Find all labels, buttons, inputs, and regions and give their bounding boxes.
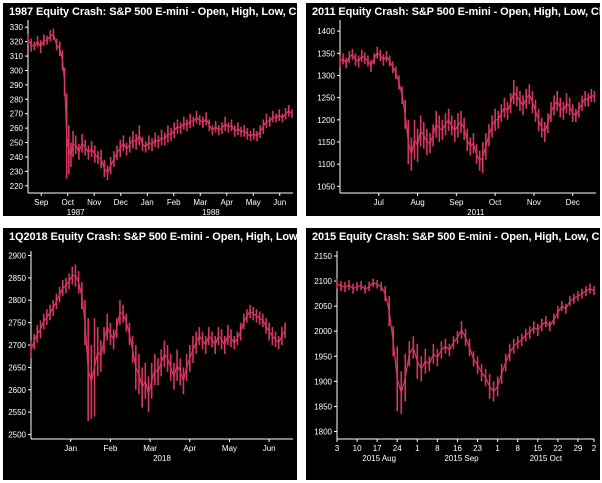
y-tick-label: 1400 [317,27,335,36]
x-tick-label: 2 [592,444,597,453]
y-tick-label: 2100 [314,277,332,286]
y-tick-label: 1150 [318,138,336,147]
y-tick-label: 2900 [8,251,26,260]
x-tick-label: 1 [415,444,420,453]
y-tick-label: 1350 [317,49,335,58]
y-tick-label: 1850 [314,402,332,411]
x-tick-label: Dec [566,198,580,207]
x-sub-label: 2018 [153,454,171,463]
y-tick-label: 240 [10,153,24,162]
y-tick-label: 1800 [314,427,332,436]
x-sub-label: 2015 Aug [362,454,396,463]
y-tick-label: 2750 [8,319,26,328]
y-tick-label: 1100 [318,160,336,169]
y-tick-label: 320 [10,38,24,47]
x-tick-label: Mar [143,444,157,453]
x-tick-label: Jun [273,198,286,207]
y-tick-label: 2550 [8,408,26,417]
chart-svg-2011: 1050 1100 1150 1200 1250 1300 1350 1400 Jul Aug Se… [317,20,596,216]
y-tick-label: 2600 [8,386,26,395]
chart-panel-1987: 1987 Equity Crash: S&P 500 E-mini - Open… [3,3,297,216]
x-tick-label: Nov [527,198,541,207]
chart-panel-2011: 2011 Equity Crash: S&P 500 E-mini - Open… [306,3,600,216]
y-tick-label: 300 [10,66,24,75]
x-tick-label: Nov [87,198,101,207]
x-tick-label: Jan [141,198,154,207]
x-tick-label: Oct [62,198,75,207]
x-tick-label: Jan [64,444,77,453]
x-tick-label: 17 [373,444,382,453]
x-tick-label: May [222,444,237,453]
y-tick-label: 290 [10,81,24,90]
x-tick-label: Apr [184,444,197,453]
y-tick-label: 1050 [317,182,335,191]
x-sub-label: 2015 Oct [530,454,563,463]
x-tick-label: Feb [103,444,117,453]
y-tick-label: 250 [10,139,24,148]
chart-svg-2018: 2500 2550 2600 2650 2700 2750 2800 2850 2900 Jan F… [8,251,293,463]
x-tick-label: 29 [573,444,582,453]
y-tick-label: 260 [10,124,24,133]
y-tick-label: 1900 [314,377,332,386]
x-tick-label: Feb [167,198,181,207]
x-sub-label: 2011 [467,208,485,216]
chart-title: 2011 Equity Crash: S&P 500 E-mini - Open… [312,6,600,18]
y-tick-label: 2500 [8,431,26,440]
y-tick-label: 310 [10,52,24,61]
x-sub-label: 1988 [202,208,220,216]
y-tick-label: 230 [10,167,24,176]
x-tick-label: 3 [335,444,340,453]
x-tick-label: 16 [453,444,462,453]
y-tick-label: 280 [10,95,24,104]
y-tick-label: 1200 [317,116,335,125]
x-tick-label: 23 [473,444,482,453]
chart-panel-2018: 1Q2018 Equity Crash: S&P 500 E-mini - Op… [3,228,297,480]
y-tick-label: 1950 [314,352,332,361]
x-sub-label: 2015 Sep [444,454,479,463]
y-tick-label: 220 [10,182,24,191]
x-tick-label: 8 [435,444,440,453]
x-tick-label: Sep [449,198,464,207]
y-tick-label: 330 [10,23,24,32]
chart-title: 1987 Equity Crash: S&P 500 E-mini - Open… [9,6,297,18]
chart-svg-1987: 220 230 240 250 260 270 280 290 300 310 320 330 Sep O… [10,20,293,216]
y-tick-label: 2000 [314,327,332,336]
y-tick-label: 2650 [8,363,26,372]
x-tick-label: Sep [34,198,49,207]
x-tick-label: 10 [353,444,362,453]
y-tick-label: 1250 [317,94,335,103]
y-tick-label: 2050 [314,302,332,311]
x-tick-label: 22 [553,444,562,453]
y-tick-label: 2150 [314,252,332,261]
x-tick-label: 15 [533,444,542,453]
x-tick-label: 24 [393,444,402,453]
x-tick-label: Jun [263,444,276,453]
x-tick-label: May [246,198,261,207]
y-tick-label: 1300 [317,71,335,80]
chart-panel-2015: 2015 Equity Crash: S&P 500 E-mini - Open… [306,228,600,480]
x-tick-label: Apr [221,198,234,207]
y-tick-label: 2850 [8,274,26,283]
chart-svg-2015: 1800 1850 1900 1950 2000 2050 2100 2150 3 10 17 24 1… [314,251,597,463]
y-tick-label: 2800 [8,296,26,305]
x-tick-label: Aug [410,198,424,207]
x-tick-label: Oct [489,198,502,207]
price-path [27,33,293,174]
x-tick-label: 8 [515,444,520,453]
x-tick-label: Jul [374,198,384,207]
y-tick-label: 270 [10,110,24,119]
x-tick-label: Dec [114,198,128,207]
chart-title: 2015 Equity Crash: S&P 500 E-mini - Open… [312,231,600,243]
x-tick-label: Mar [193,198,207,207]
x-tick-label: 1 [495,444,500,453]
y-tick-label: 2700 [8,341,26,350]
chart-title: 1Q2018 Equity Crash: S&P 500 E-mini - Op… [9,231,297,243]
x-sub-label: 1987 [67,208,85,216]
